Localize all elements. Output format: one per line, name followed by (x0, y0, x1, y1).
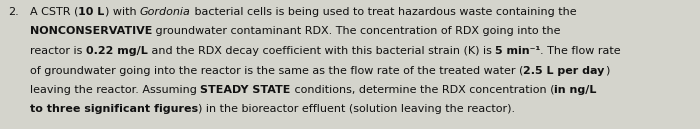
Text: conditions, determine the RDX concentration (: conditions, determine the RDX concentrat… (290, 85, 554, 95)
Text: bacterial cells is being used to treat hazardous waste containing the: bacterial cells is being used to treat h… (190, 7, 576, 17)
Text: to three significant figures: to three significant figures (30, 104, 198, 115)
Text: NONCONSERVATIVE: NONCONSERVATIVE (30, 26, 153, 37)
Text: Gordonia: Gordonia (140, 7, 190, 17)
Text: ): ) (605, 66, 609, 75)
Text: 0.22 mg/L: 0.22 mg/L (86, 46, 148, 56)
Text: ) with: ) with (104, 7, 140, 17)
Text: in ng/L: in ng/L (554, 85, 596, 95)
Text: and the RDX decay coefficient with this bacterial strain (K) is: and the RDX decay coefficient with this … (148, 46, 495, 56)
Text: STEADY STATE: STEADY STATE (200, 85, 290, 95)
Text: leaving the reactor. Assuming: leaving the reactor. Assuming (30, 85, 200, 95)
Text: of groundwater going into the reactor is the same as the flow rate of the treate: of groundwater going into the reactor is… (30, 66, 524, 75)
Text: 2.: 2. (8, 7, 19, 17)
Text: reactor is: reactor is (30, 46, 86, 56)
Text: A CSTR (: A CSTR ( (30, 7, 78, 17)
Text: . The flow rate: . The flow rate (540, 46, 621, 56)
Text: 10 L: 10 L (78, 7, 104, 17)
Text: groundwater contaminant RDX. The concentration of RDX going into the: groundwater contaminant RDX. The concent… (153, 26, 561, 37)
Text: 5 min⁻¹: 5 min⁻¹ (495, 46, 540, 56)
Text: ) in the bioreactor effluent (solution leaving the reactor).: ) in the bioreactor effluent (solution l… (198, 104, 515, 115)
Text: 2.5 L per day: 2.5 L per day (524, 66, 605, 75)
